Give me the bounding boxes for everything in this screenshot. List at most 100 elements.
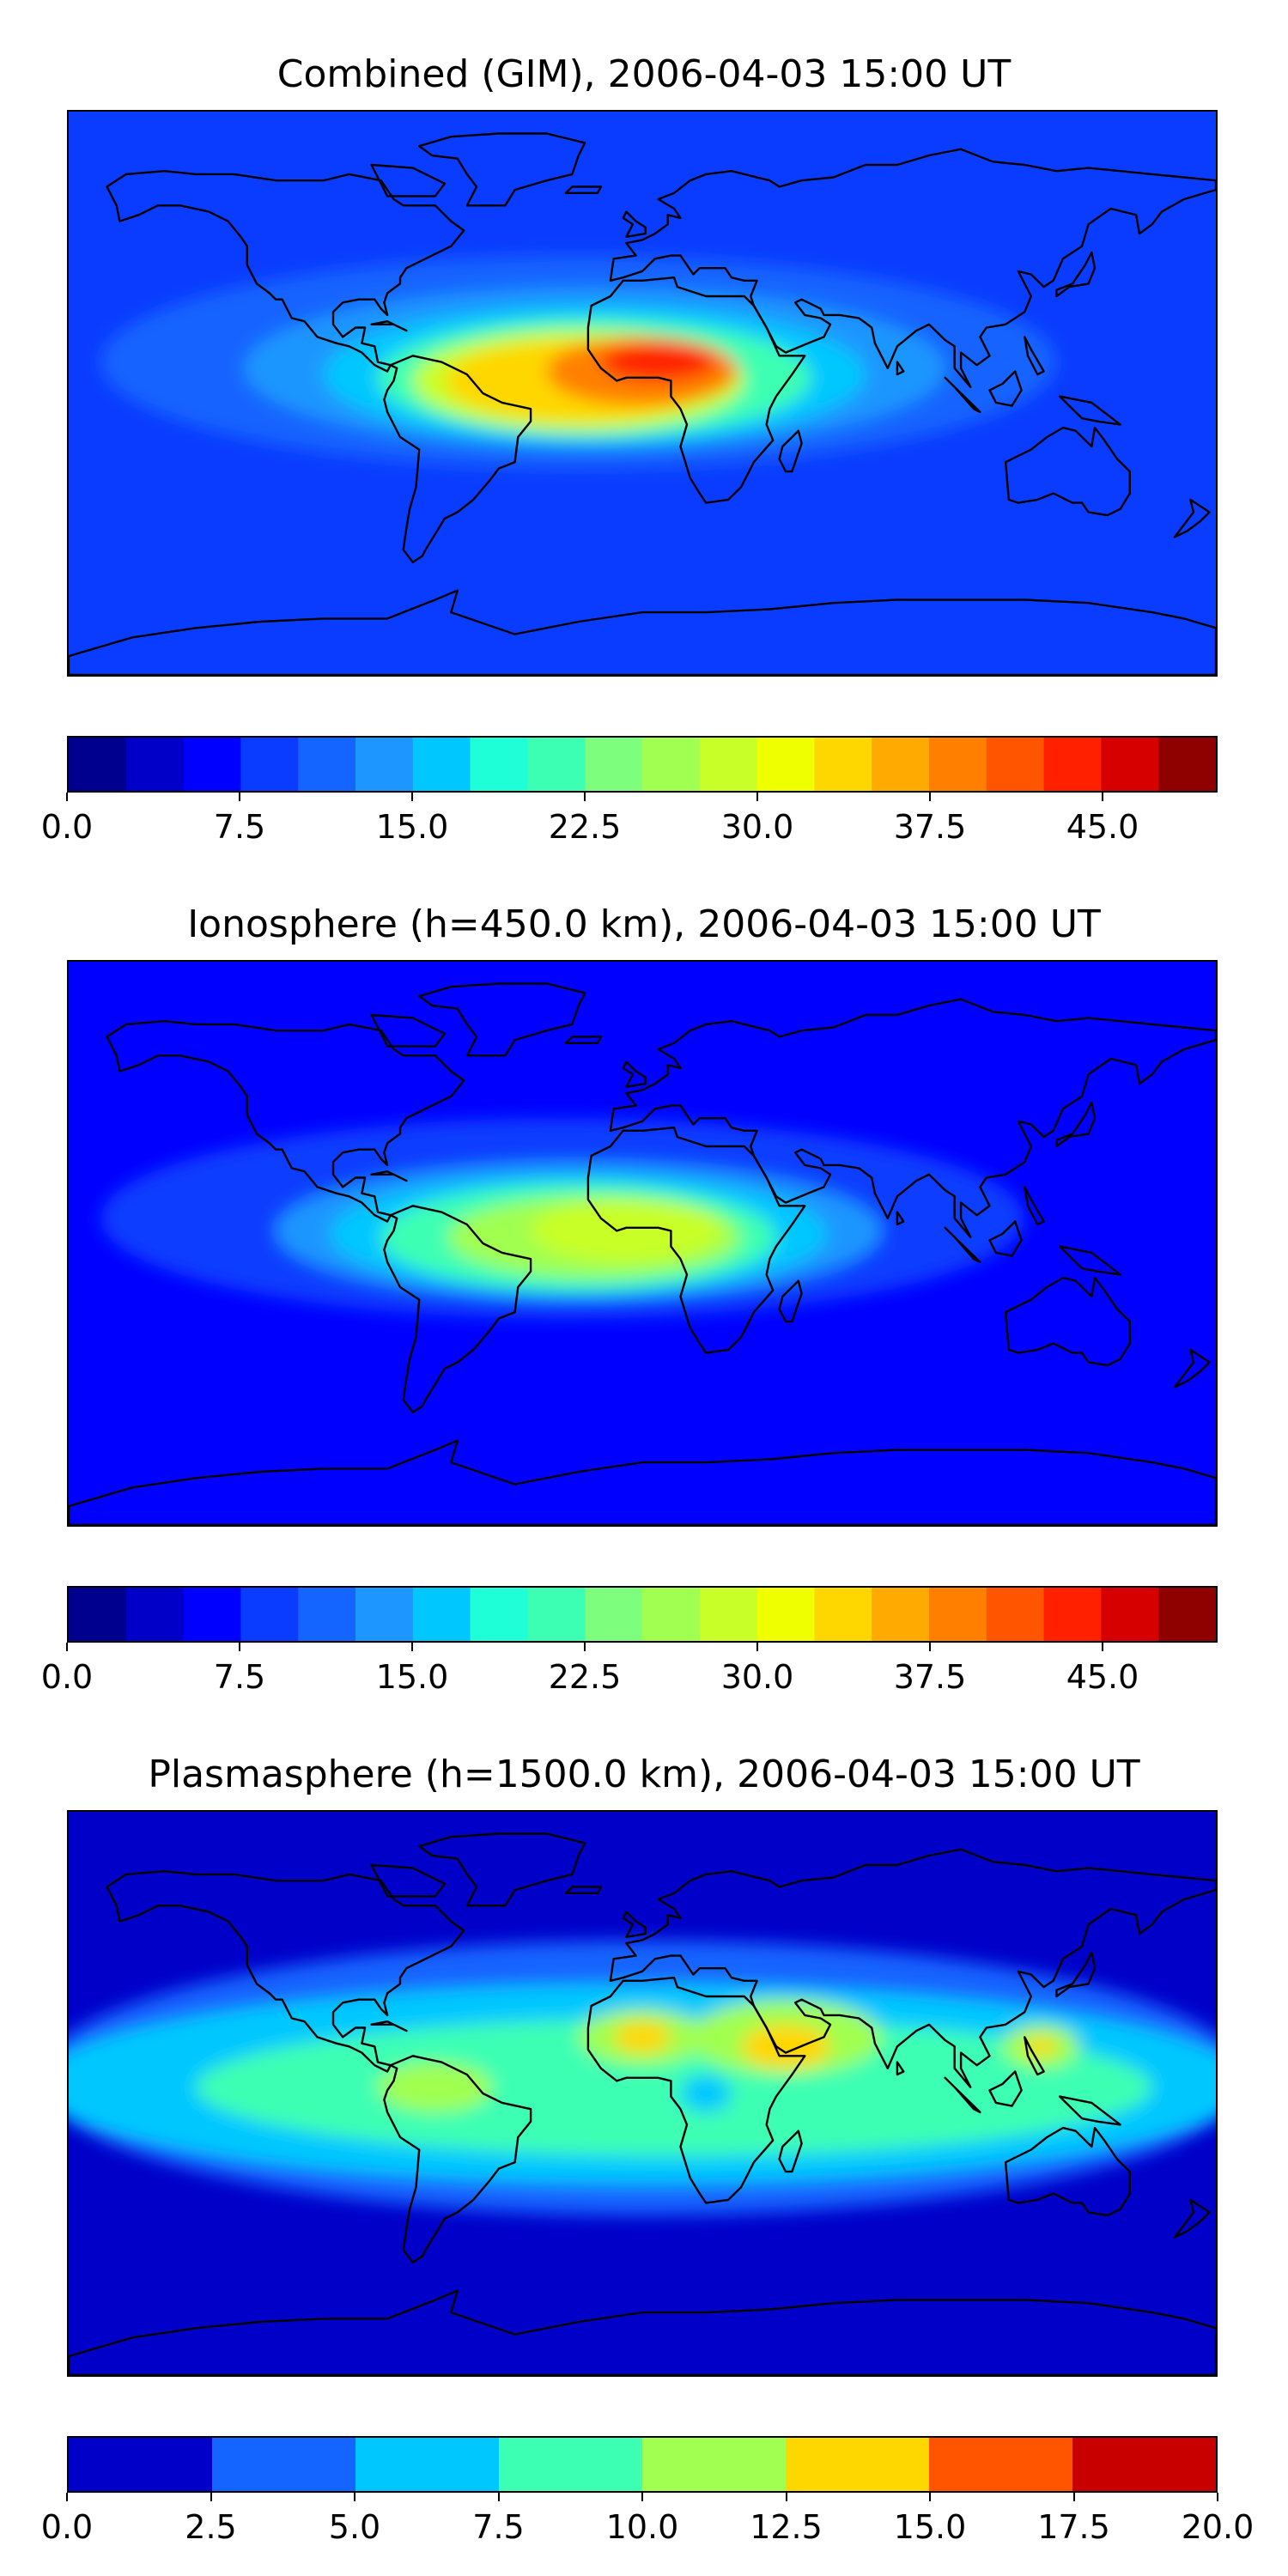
coastline-americas-north [106, 170, 465, 373]
tec-map-svg [69, 962, 1216, 1525]
colorbar-tick-mark [1102, 793, 1103, 801]
colorbar-segment [298, 1588, 356, 1641]
colorbar-tick-label: 7.5 [213, 808, 266, 846]
coastline-cuba [370, 2020, 408, 2032]
coastline-australia [1004, 426, 1131, 517]
coastline-iceland [564, 185, 602, 194]
colorbar-tick-mark [411, 1643, 413, 1651]
coastline-antarctica [69, 2289, 1216, 2375]
tec-contour-region [531, 1199, 722, 1262]
colorbar-segment [69, 1588, 127, 1641]
colorbar-segment [240, 738, 299, 791]
colorbar-tick-mark [66, 1643, 68, 1651]
colorbar-tick-label: 22.5 [548, 808, 622, 846]
colorbar-segment [1101, 738, 1159, 791]
colorbar-tick-label: 45.0 [1066, 808, 1139, 846]
coastline-madagascar [778, 429, 803, 473]
coastline-philippines [1024, 2036, 1045, 2076]
colorbar-segment [642, 738, 701, 791]
colorbar-tick-mark [756, 793, 758, 801]
colorbar-segment [642, 2438, 787, 2491]
colorbar-tick-label: 0.0 [40, 1658, 94, 1696]
colorbar-segment [699, 1588, 758, 1641]
colorbar-segment [986, 738, 1045, 791]
colorbar-tick-label: 30.0 [720, 808, 794, 846]
colorbar-tick-label: 20.0 [1181, 2508, 1255, 2546]
colorbar-tick-label: 15.0 [375, 808, 449, 846]
colorbar-segment [585, 738, 643, 791]
panel-plasmasphere: Plasmasphere (h=1500.0 km), 2006-04-03 1… [0, 1752, 1288, 2576]
coastline-great-britain [622, 210, 647, 238]
colorbar-ionosphere [67, 1586, 1218, 1643]
colorbar-segment [527, 738, 586, 791]
coastline-new-guinea [1059, 2095, 1121, 2126]
colorbar-combined [67, 736, 1218, 793]
colorbar-segment [470, 738, 528, 791]
coastline-cuba [370, 1170, 408, 1182]
coastline-new-guinea [1059, 1245, 1121, 1276]
colorbar-segment [240, 1588, 299, 1641]
coastline-baffin-island [370, 1013, 447, 1048]
colorbar-segment [1101, 1588, 1159, 1641]
coastline-japan [1055, 1101, 1097, 1148]
tec-contour-region [741, 2024, 830, 2069]
colorbar-segment [183, 738, 241, 791]
panel-title: Plasmasphere (h=1500.0 km), 2006-04-03 1… [148, 1753, 1140, 1796]
coastline-south-america [383, 355, 532, 563]
colorbar-tick-label: 37.5 [893, 808, 967, 846]
tec-map-combined [67, 110, 1218, 677]
colorbar-tick-label: 7.5 [213, 1658, 266, 1696]
colorbar-tick-mark [584, 793, 586, 801]
coastline-antarctica [69, 1439, 1216, 1525]
colorbar-tick-label: 10.0 [605, 2508, 679, 2546]
colorbar-segment [412, 1588, 471, 1641]
colorbar-ticks: 0.0 2.5 5.0 7.5 10.0 12.5 15.0 17.5 20.0 [41, 2493, 1254, 2553]
tec-map-svg [69, 1812, 1216, 2375]
colorbar-segment [756, 738, 815, 791]
coastline-philippines [1024, 1186, 1045, 1226]
colorbar-tick-label: 5.0 [328, 2508, 381, 2546]
colorbar-segment [499, 2438, 643, 2491]
coastline-sri-lanka [896, 2061, 905, 2076]
coastline-sumatra [944, 2076, 981, 2114]
colorbar-segment [872, 738, 930, 791]
coastline-madagascar [778, 2129, 803, 2173]
coastline-japan [1055, 1951, 1097, 1998]
tec-map-plasmasphere [67, 1810, 1218, 2377]
colorbar-tick-mark [929, 2493, 931, 2501]
coastline-iceland [564, 1886, 602, 1894]
colorbar-tick-mark [354, 2493, 355, 2501]
colorbar-segment [355, 2438, 500, 2491]
colorbar-segment [125, 738, 185, 791]
coastline-cuba [370, 320, 408, 332]
colorbar-tick-label: 12.5 [750, 2508, 823, 2546]
colorbar-tick-mark [929, 1643, 931, 1651]
coastline-great-britain [622, 1911, 647, 1938]
coastline-greenland [418, 1832, 586, 1907]
colorbar-segment [814, 738, 872, 791]
coastline-greenland [418, 132, 586, 207]
colorbar-segment [929, 2438, 1073, 2491]
colorbar-tick-label: 45.0 [1066, 1658, 1139, 1696]
coastline-baffin-island [370, 1863, 447, 1898]
coastline-iceland [564, 1036, 602, 1044]
colorbar-tick-mark [756, 1643, 758, 1651]
colorbar-tick-label: 15.0 [375, 1658, 449, 1696]
coastline-africa [586, 276, 806, 504]
colorbar-tick-mark [66, 793, 68, 801]
colorbar-segment [125, 1588, 185, 1641]
colorbar-segment [585, 1588, 643, 1641]
colorbar-tick-label: 22.5 [548, 1658, 622, 1696]
colorbar-ticks: 0.0 7.5 15.0 22.5 30.0 37.5 45.0 [41, 1643, 1218, 1703]
coastline-madagascar [778, 1279, 803, 1323]
colorbar-segment [1043, 1588, 1102, 1641]
colorbar-tick-mark [497, 2493, 500, 2501]
coastline-great-britain [622, 1060, 647, 1088]
coastline-borneo [988, 1220, 1023, 1257]
colorbar-segment [1158, 1588, 1216, 1641]
colorbar-tick-mark [1072, 2493, 1075, 2501]
colorbar-segment [69, 2438, 213, 2491]
coastline-africa [586, 1127, 806, 1354]
coastline-borneo [988, 370, 1023, 407]
colorbar-segment [786, 2438, 930, 2491]
